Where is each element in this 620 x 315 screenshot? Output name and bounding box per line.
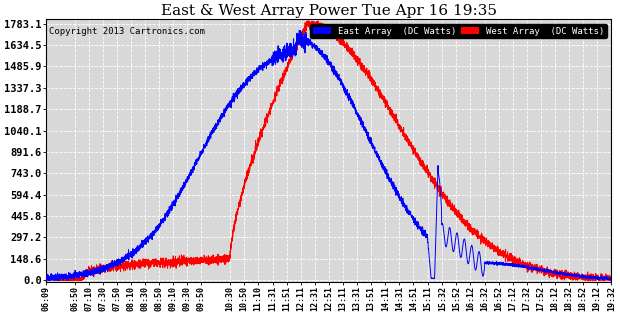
Legend: East Array  (DC Watts), West Array  (DC Watts): East Array (DC Watts), West Array (DC Wa… (310, 24, 607, 38)
Text: Copyright 2013 Cartronics.com: Copyright 2013 Cartronics.com (48, 27, 205, 36)
Title: East & West Array Power Tue Apr 16 19:35: East & West Array Power Tue Apr 16 19:35 (161, 4, 497, 18)
